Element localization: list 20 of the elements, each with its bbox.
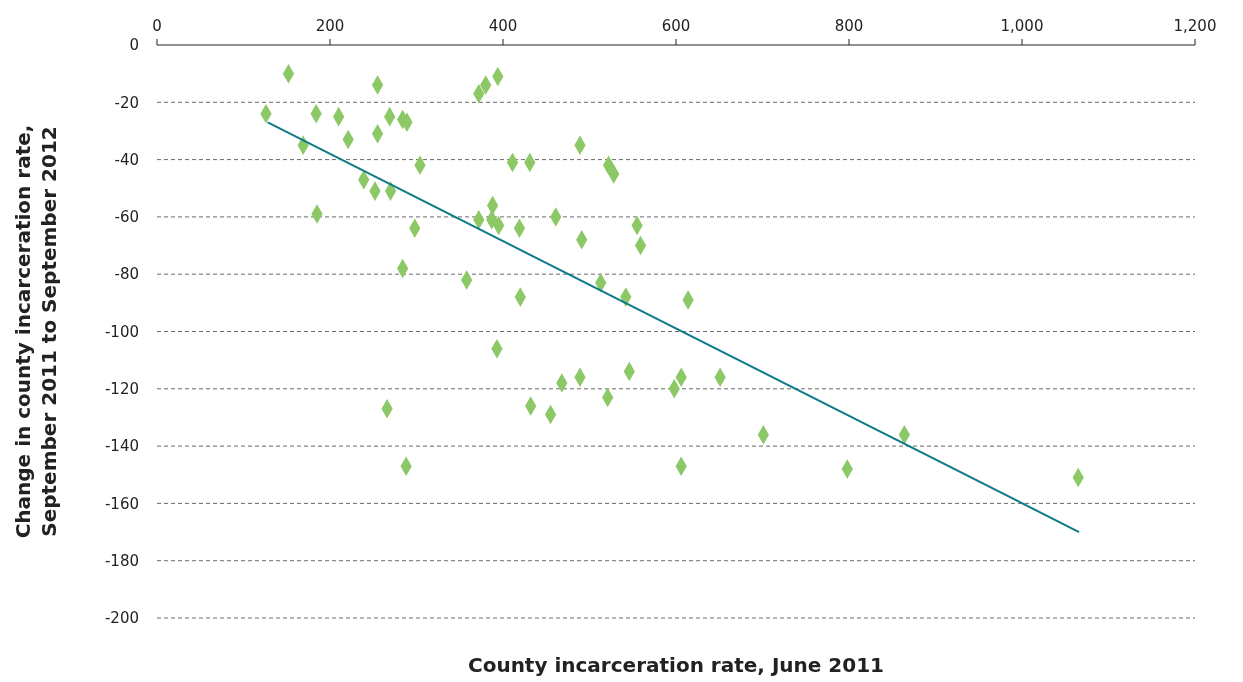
y-tick-label: -60 xyxy=(114,208,139,227)
y-tick-label: -20 xyxy=(114,93,139,112)
y-tick-label: -160 xyxy=(104,494,139,513)
y-tick-label: -100 xyxy=(104,322,139,341)
x-tick-label: 1,200 xyxy=(1173,17,1217,35)
y-tick-label: -120 xyxy=(104,380,139,399)
y-tick-label: -180 xyxy=(104,551,139,570)
y-tick-label: -200 xyxy=(104,609,139,628)
y-tick-label: -140 xyxy=(104,437,139,456)
y-tick-label: -80 xyxy=(114,265,139,284)
x-tick-label: 800 xyxy=(834,17,864,35)
x-tick-label: 0 xyxy=(152,17,162,35)
x-axis-title: County incarceration rate, June 2011 xyxy=(467,653,885,677)
x-tick-label: 1,000 xyxy=(1000,17,1044,35)
y-tick-label: -40 xyxy=(114,150,139,169)
x-tick-label: 600 xyxy=(661,17,691,35)
y-tick-label: 0 xyxy=(129,36,139,55)
y-axis-title: Change in county incarceration rate, September 2011 to September 2012 xyxy=(11,124,61,539)
x-tick-label: 400 xyxy=(488,17,518,35)
x-tick-label: 200 xyxy=(315,17,345,35)
